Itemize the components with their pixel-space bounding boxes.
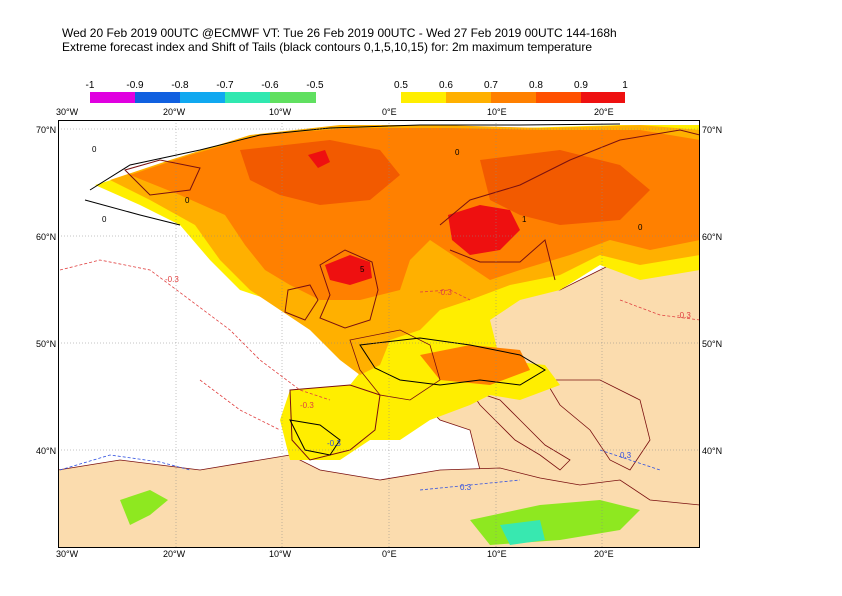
lat-label-right: 60°N [702, 232, 723, 242]
lon-label-bottom: 0°E [382, 549, 397, 559]
legend-negative-label: -1 [85, 80, 95, 91]
lat-label-left: 50°N [36, 339, 57, 349]
contour-label: 0 [102, 215, 107, 224]
graticule [58, 120, 700, 548]
lat-label-right: 40°N [702, 446, 723, 456]
efi-red [325, 255, 372, 285]
legend-negative-swatch [135, 92, 180, 103]
contour-label: -0.3 [327, 439, 341, 448]
contour-label: 0 [638, 223, 643, 232]
efi-cyan [500, 520, 545, 545]
map-panel: 0 0 0 0 0 1 5 -0.3 -0.3 -0.3 -0.3 0.3 -0… [58, 120, 700, 548]
lat-label-right: 50°N [702, 339, 723, 349]
map-title-line2: Extreme forecast index and Shift of Tail… [62, 40, 593, 54]
lon-label-bottom: 30°W [56, 549, 79, 559]
legend-negative-label: -0.6 [261, 80, 279, 91]
legend-positive-label: 0.7 [484, 80, 498, 91]
contour-label: 0 [185, 196, 190, 205]
contour-dashed-red [419, 289, 700, 321]
contour-label: -0.3 [165, 275, 179, 284]
legend-positive-label: 0.8 [529, 80, 543, 91]
lat-label-left: 40°N [36, 446, 57, 456]
contour-black [289, 419, 341, 456]
contour-label: 0.3 [460, 483, 472, 492]
legend-negative-label: -0.8 [171, 80, 189, 91]
coastline-iberia [289, 384, 381, 461]
contour-black [359, 337, 546, 386]
coastline-france [349, 329, 441, 401]
lon-label-top: 10°W [269, 107, 292, 117]
legend-positive-swatch [491, 92, 536, 103]
land-balkans [544, 379, 651, 471]
lon-label-bottom: 20°E [594, 549, 614, 559]
legend-positive-swatch [536, 92, 581, 103]
coastline-ireland [284, 284, 319, 321]
lon-label-top: 30°W [56, 107, 79, 117]
legend-negative-swatch [270, 92, 316, 103]
lat-label-left: 60°N [36, 232, 57, 242]
efi-08 [480, 150, 650, 225]
efi-red [308, 150, 330, 168]
contour-label: -0.3 [677, 311, 691, 320]
coastline-iceland [124, 159, 201, 196]
contour-dashed-red [59, 259, 331, 431]
legend-positive-label: 0.5 [394, 80, 408, 91]
legend-positive-label: 1 [622, 80, 628, 91]
lon-label-bottom: 20°W [163, 549, 186, 559]
legend-negative-swatch [180, 92, 225, 103]
lon-label-top: 20°W [163, 107, 186, 117]
efi-red [448, 205, 520, 255]
legend-negative-label: -0.5 [306, 80, 324, 91]
legend-positive-swatch [581, 92, 625, 103]
lon-label-top: 10°E [487, 107, 507, 117]
coastline-scandinavia [439, 129, 700, 281]
map-border [58, 120, 700, 548]
coastline-uk [319, 249, 379, 329]
efi-08 [420, 345, 530, 385]
legend-negative-label: -0.7 [216, 80, 234, 91]
lon-label-bottom: 10°W [269, 549, 292, 559]
legend-positive-label: 0.9 [574, 80, 588, 91]
efi-08 [240, 140, 400, 205]
lon-label-top: 20°E [594, 107, 614, 117]
legend-negative-swatch [90, 92, 135, 103]
contour-dashed-blue [59, 449, 661, 491]
contour-label: -0.3 [438, 288, 452, 297]
lat-label-right: 70°N [702, 125, 723, 135]
lat-label-left: 70°N [36, 125, 57, 135]
contour-label: 0.3 [620, 451, 632, 460]
contour-label: 5 [360, 265, 365, 274]
legend-negative-label: -0.9 [126, 80, 144, 91]
lon-label-top: 0°E [382, 107, 397, 117]
legend-positive [401, 92, 625, 103]
lon-label-bottom: 10°E [487, 549, 507, 559]
legend-positive-swatch [446, 92, 491, 103]
contour-label: 0 [455, 148, 460, 157]
contour-label: 0 [92, 145, 97, 154]
contour-label: -0.3 [300, 401, 314, 410]
contour-black [84, 123, 621, 226]
legend-negative [90, 92, 316, 103]
map-title-line1: Wed 20 Feb 2019 00UTC @ECMWF VT: Tue 26 … [62, 26, 617, 40]
legend-negative-swatch [225, 92, 270, 103]
efi-green [120, 490, 168, 525]
legend-positive-swatch [401, 92, 446, 103]
contour-label: 1 [522, 215, 527, 224]
legend-positive-label: 0.6 [439, 80, 453, 91]
